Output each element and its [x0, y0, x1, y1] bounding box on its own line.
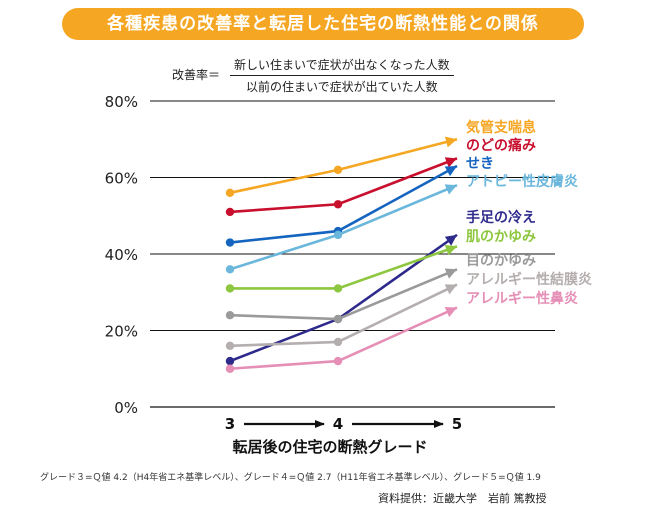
data-source: 資料提供：近畿大学 岩前 篤教授 [378, 492, 547, 505]
series-label: アトピー性皮膚炎 [466, 173, 578, 190]
data-point [225, 265, 235, 274]
formula-numerator: 新しい住まいで症状が出なくなった人数 [230, 56, 454, 76]
data-point [333, 200, 343, 209]
data-point [225, 356, 235, 366]
series-2: のどの痛み [225, 137, 536, 217]
data-point-arrow [444, 136, 457, 148]
series-line [229, 268, 458, 321]
x-tick-label: 3 [225, 415, 235, 433]
series-4: アトピー性皮膚炎 [225, 173, 578, 274]
data-point-arrow [444, 184, 457, 195]
formula-fraction: 新しい住まいで症状が出なくなった人数 以前の住まいで症状が出ていた人数 [230, 56, 454, 95]
series-label: 気管支喘息 [466, 119, 536, 136]
data-point-arrow [444, 157, 457, 168]
x-axis-label: 転居後の住宅の断熱グレード [232, 438, 427, 456]
series-7: 目のかゆみ [225, 253, 536, 324]
formula-denominator: 以前の住まいで症状が出ていた人数 [246, 80, 438, 94]
data-point-arrow [444, 284, 457, 295]
data-point [225, 341, 235, 350]
data-point-arrow [444, 244, 457, 256]
series-line [230, 245, 458, 290]
data-point [333, 337, 343, 347]
x-tick-label: 4 [333, 415, 343, 433]
data-point-arrow [444, 268, 457, 279]
data-point-arrow [444, 234, 457, 246]
series-label: アレルギー性結膜炎 [466, 271, 592, 288]
data-point [225, 238, 235, 247]
series-label: 手足の冷え [466, 209, 536, 226]
y-tick-label: 40% [105, 246, 138, 264]
data-point [333, 356, 343, 366]
data-point [225, 188, 235, 197]
series-label: せき [466, 156, 494, 172]
y-tick-label: 20% [105, 323, 138, 341]
data-point-arrow [444, 307, 457, 318]
data-point [333, 230, 343, 240]
series-1: 気管支喘息 [225, 119, 536, 197]
data-point [225, 311, 235, 320]
x-tick-label: 5 [452, 415, 462, 433]
data-point [225, 207, 235, 217]
series-9: アレルギー性鼻炎 [225, 290, 578, 373]
data-point [225, 284, 235, 293]
y-tick-label: 0% [114, 399, 138, 417]
series-label: アレルギー性鼻炎 [466, 290, 578, 307]
data-point-arrow [444, 166, 457, 177]
series-6: 肌のかゆみ [225, 229, 536, 293]
y-tick-label: 80% [105, 93, 138, 111]
grade-note: グレード３=Ｑ値 4.2（H4年省エネ基準レベル）、グレード４=Ｑ値 2.7（H… [40, 473, 541, 483]
data-point [333, 284, 343, 293]
series-label: 肌のかゆみ [466, 229, 536, 245]
chart-title: 各種疾患の改善率と転居した住宅の断熱性能との関係 [62, 8, 584, 40]
series-label: のどの痛み [466, 137, 536, 154]
series-8: アレルギー性結膜炎 [225, 271, 592, 350]
series-label: 目のかゆみ [466, 253, 536, 269]
series-3: せき [225, 156, 494, 247]
line-chart: 0% 20% 40% 60% 80% 3 4 5 転居後の住宅の断熱グレード 気管支喘息のどの痛み… [105, 93, 592, 456]
formula-lhs: 改善率＝ [172, 68, 221, 82]
data-point [225, 364, 235, 373]
data-point [333, 314, 343, 324]
data-point [333, 165, 343, 175]
y-tick-label: 60% [105, 170, 138, 188]
